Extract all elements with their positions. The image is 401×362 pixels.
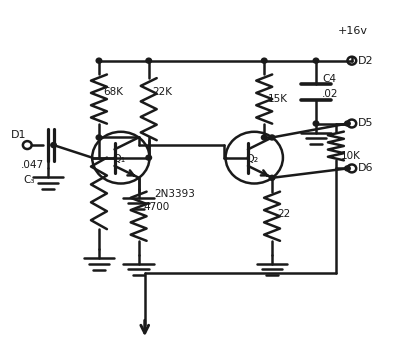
Text: 22: 22 [277, 209, 290, 219]
Circle shape [313, 58, 319, 63]
Text: 2N3393: 2N3393 [155, 189, 196, 199]
Text: D2: D2 [358, 55, 373, 66]
Text: C₃: C₃ [23, 175, 35, 185]
Text: C4: C4 [322, 74, 336, 84]
Circle shape [96, 58, 102, 63]
Circle shape [146, 58, 152, 63]
Circle shape [261, 58, 267, 63]
Text: 4700: 4700 [144, 202, 170, 212]
Text: D6: D6 [358, 163, 373, 173]
Circle shape [96, 135, 102, 140]
Text: 15K: 15K [267, 94, 288, 104]
Text: .047: .047 [21, 160, 45, 171]
Text: +16v: +16v [338, 26, 368, 36]
Text: 22K: 22K [153, 87, 173, 97]
Text: Q₁: Q₁ [112, 154, 126, 164]
Text: 10K: 10K [341, 151, 360, 161]
Circle shape [269, 135, 275, 140]
Text: D1: D1 [11, 130, 27, 140]
Circle shape [261, 135, 267, 140]
Circle shape [51, 143, 57, 148]
Text: Q₂: Q₂ [245, 154, 259, 164]
Circle shape [313, 121, 319, 126]
Text: D5: D5 [358, 118, 373, 129]
Circle shape [344, 121, 350, 126]
Text: .02: .02 [322, 89, 338, 98]
Circle shape [269, 175, 275, 180]
Circle shape [344, 166, 350, 171]
Circle shape [146, 155, 152, 160]
Text: 68K: 68K [103, 87, 123, 97]
